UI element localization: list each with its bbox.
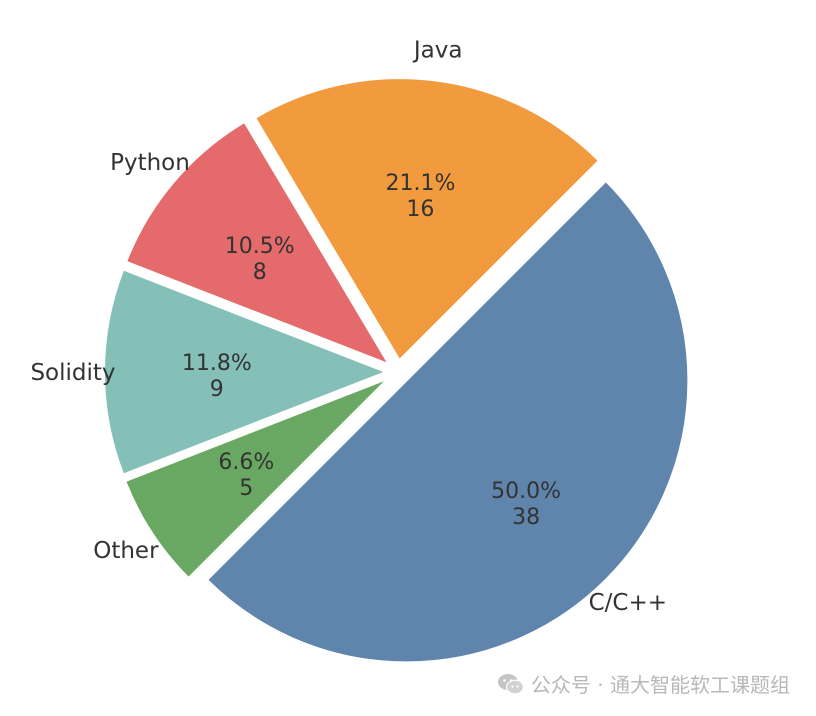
watermark: 公众号 · 通大智能软工课题组 (497, 669, 790, 698)
pie-slice-other (123, 377, 389, 580)
wechat-icon (497, 673, 525, 694)
percent-label-solidity: 11.8% (182, 351, 252, 376)
count-label-java: 16 (406, 197, 434, 222)
pie-slice-java (253, 77, 601, 362)
pie-slice-solidity (103, 268, 389, 476)
percent-label-other: 6.6% (218, 450, 274, 475)
count-label-python: 8 (253, 260, 267, 285)
pie-slice-python (124, 120, 392, 367)
category-label-other: Other (93, 538, 159, 564)
percent-label-python: 10.5% (225, 234, 295, 259)
percent-label-java: 21.1% (385, 171, 455, 196)
category-label-c-c: C/C++ (589, 590, 667, 616)
category-label-solidity: Solidity (30, 360, 115, 386)
category-label-python: Python (110, 150, 190, 176)
count-label-solidity: 9 (210, 377, 224, 402)
count-label-other: 5 (239, 476, 253, 501)
count-label-c-c: 38 (512, 505, 540, 530)
category-label-java: Java (412, 37, 463, 63)
watermark-text: 公众号 · 通大智能软工课题组 (530, 673, 790, 697)
percent-label-c-c: 50.0% (491, 479, 561, 504)
pie-slice-c-c (205, 179, 690, 664)
